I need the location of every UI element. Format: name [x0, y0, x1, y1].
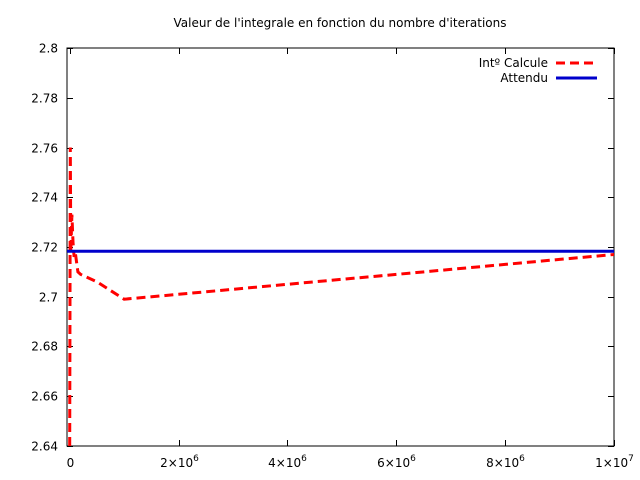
- x-tick-label-exponent: 7: [628, 454, 634, 464]
- y-tick-label: 2.7: [39, 291, 58, 305]
- x-tick-label-exponent: 6: [301, 454, 307, 464]
- y-tick-label: 2.8: [39, 42, 58, 56]
- x-tick-label: 1×107: [595, 454, 634, 470]
- x-tick-label-base: 1×10: [595, 456, 628, 470]
- series-line: [68, 147, 614, 446]
- x-tick-label-base: 2×10: [160, 456, 193, 470]
- y-tick-label: 2.68: [31, 340, 58, 354]
- x-tick-label: 0: [67, 456, 75, 470]
- x-tick-label: 4×106: [268, 454, 307, 470]
- x-tick-label: 6×106: [377, 454, 416, 470]
- x-tick-label-base: 8×10: [486, 456, 519, 470]
- legend-label: Intº Calcule: [479, 56, 548, 70]
- x-tick-label-exponent: 6: [519, 454, 525, 464]
- x-tick-label-base: 4×10: [268, 456, 301, 470]
- x-tick-label-exponent: 6: [410, 454, 416, 464]
- series-0: [68, 147, 614, 446]
- y-tick-label: 2.72: [31, 241, 58, 255]
- y-tick-label: 2.66: [31, 390, 58, 404]
- y-tick-label: 2.76: [31, 142, 58, 156]
- x-tick-label-base: 0: [67, 456, 75, 470]
- y-tick-label: 2.78: [31, 92, 58, 106]
- legend-label: Attendu: [500, 71, 548, 85]
- x-tick-label-base: 6×10: [377, 456, 410, 470]
- plot-frame: [66, 47, 615, 447]
- x-tick-label: 2×106: [160, 454, 199, 470]
- y-tick-label: 2.64: [31, 440, 58, 454]
- chart-title: Valeur de l'integrale en fonction du nom…: [173, 16, 506, 30]
- x-tick-label: 8×106: [486, 454, 525, 470]
- x-tick-label-exponent: 6: [193, 454, 199, 464]
- axes: 2.642.662.682.72.722.742.762.782.80 2×106…: [31, 42, 634, 471]
- y-tick-label: 2.74: [31, 191, 58, 205]
- plot-area: [67, 147, 614, 446]
